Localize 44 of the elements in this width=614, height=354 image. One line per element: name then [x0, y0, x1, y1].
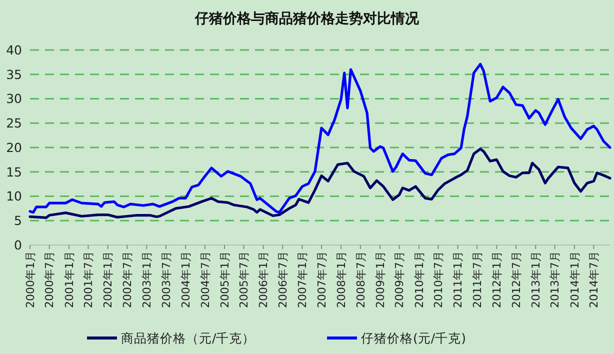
x-tick-label: 2009年7月: [393, 251, 406, 308]
x-tick-label: 2000年7月: [43, 251, 56, 308]
y-tick-label: 15: [6, 164, 22, 180]
legend-label: 商品猪价格（元/千克）: [121, 330, 256, 346]
y-tick-label: 20: [6, 140, 22, 155]
x-tick-label: 2006年7月: [276, 251, 290, 308]
line-series: [28, 62, 612, 214]
x-tick-label: 2011年7月: [470, 251, 484, 308]
x-tick-label: 2013年1月: [529, 251, 542, 308]
y-tick-label: 35: [6, 66, 22, 82]
y-tick-label: 10: [6, 188, 22, 204]
y-tick-label: 25: [6, 116, 22, 130]
x-tick-label: 2005年7月: [238, 251, 251, 308]
x-tick-label: 2014年1月: [568, 251, 582, 308]
x-tick-label: 2012年1月: [490, 251, 504, 308]
line-series: [28, 148, 612, 219]
y-tick-label: 30: [6, 91, 22, 106]
x-tick-label: 2003年1月: [140, 251, 154, 308]
y-tick-label: 0: [14, 237, 22, 252]
x-tick-label: 2006年1月: [257, 251, 270, 308]
x-tick-label: 2005年1月: [218, 251, 232, 308]
x-tick-label: 2012年7月: [510, 251, 523, 308]
legend-label: 仔猪价格(元/千克): [361, 330, 466, 346]
x-tick-label: 2001年7月: [82, 251, 96, 308]
x-tick-label: 2008年7月: [354, 251, 368, 308]
x-tick-label: 2010年7月: [432, 251, 446, 308]
x-tick-label: 2000年1月: [24, 251, 37, 308]
x-tick-label: 2014年7月: [588, 251, 601, 308]
x-tick-label: 2007年1月: [296, 251, 310, 308]
x-tick-label: 2009年1月: [374, 251, 387, 308]
x-tick-label: 2004年1月: [179, 251, 192, 308]
y-tick-label: 5: [14, 213, 22, 228]
x-tick-label: 2002年7月: [120, 251, 134, 308]
x-tick-label: 2013年7月: [548, 251, 562, 308]
x-tick-label: 2003年7月: [160, 251, 173, 308]
x-tick-label: 2001年1月: [62, 251, 76, 308]
x-tick-label: 2002年1月: [102, 251, 115, 308]
chart-title: 仔猪价格与商品猪价格走势对比情况: [194, 10, 420, 27]
x-tick-label: 2007年7月: [315, 251, 328, 308]
y-tick-label: 40: [6, 42, 22, 58]
x-tick-label: 2004年7月: [198, 251, 212, 308]
x-tick-label: 2011年1月: [452, 251, 465, 308]
x-tick-label: 2010年1月: [412, 251, 426, 308]
x-tick-label: 2008年1月: [334, 251, 348, 308]
